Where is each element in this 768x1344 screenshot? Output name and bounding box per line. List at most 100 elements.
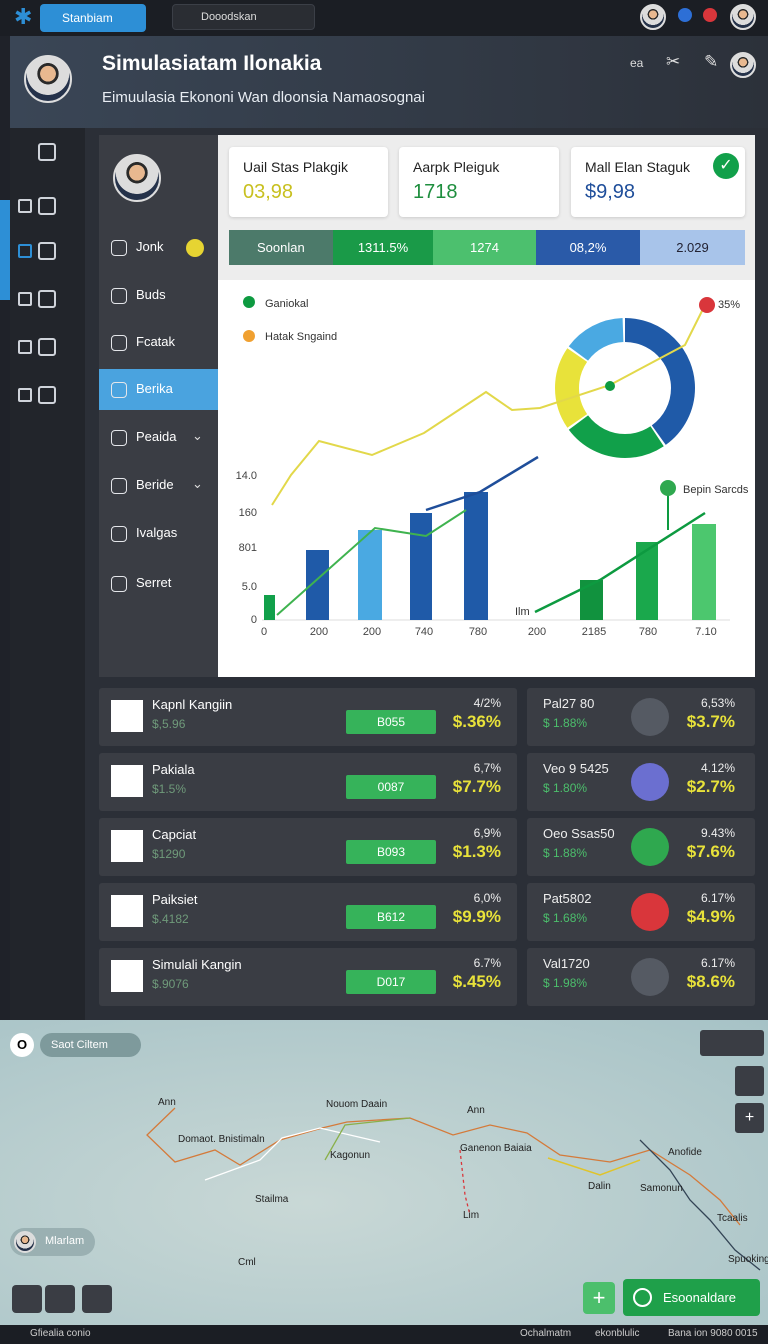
x-axis-label: 200 — [363, 626, 381, 638]
map-control[interactable] — [700, 1030, 764, 1056]
line — [534, 511, 706, 614]
header-icon[interactable]: ✂ — [666, 52, 681, 71]
rail-icon[interactable] — [18, 388, 32, 402]
callout-label: Bepin Sarcds — [683, 484, 749, 496]
status-dot[interactable] — [703, 8, 717, 22]
row-sub: $.4182 — [152, 912, 189, 926]
rail-icon[interactable] — [38, 386, 56, 404]
row-value: $1.3% — [452, 842, 501, 861]
row-icon — [111, 895, 143, 927]
rail-icon[interactable] — [38, 143, 56, 161]
row-sub: $ 1.98% — [543, 976, 588, 990]
rail-icon[interactable] — [38, 338, 56, 356]
row-action[interactable] — [631, 698, 669, 736]
header-icon[interactable]: ✎ — [704, 52, 719, 71]
page-title: Simulasiatam Ilonakia — [102, 52, 322, 75]
row-pct: 6.17% — [700, 891, 735, 905]
callout-label: Ilm — [515, 606, 530, 618]
row-action[interactable] — [631, 763, 669, 801]
rail-icon[interactable] — [18, 244, 32, 258]
map-control[interactable] — [735, 1066, 764, 1096]
menu-item[interactable]: Peaida — [136, 429, 177, 444]
route — [459, 1149, 471, 1216]
menu-item[interactable]: Serret — [136, 575, 172, 590]
map-tool[interactable] — [12, 1285, 42, 1313]
map-locator[interactable]: O — [10, 1033, 34, 1057]
rail-icon[interactable] — [18, 340, 32, 354]
x-axis-label: 7.10 — [695, 626, 716, 638]
map-search[interactable]: Saot Ciltem — [40, 1033, 141, 1057]
row-badge[interactable]: D017 — [346, 970, 436, 994]
row-sub: $ 1.88% — [543, 846, 588, 860]
row-sub: $ 1.68% — [543, 911, 588, 925]
map-place: Ann — [158, 1097, 176, 1108]
stat-value: 1718 — [413, 181, 458, 203]
row-icon — [111, 960, 143, 992]
menu-item[interactable]: Jonk — [136, 239, 164, 254]
row-action[interactable] — [631, 893, 669, 931]
row-value: $2.7% — [686, 777, 735, 796]
status-dot[interactable] — [678, 8, 692, 22]
row-value: $8.6% — [686, 972, 735, 991]
row-icon — [111, 830, 143, 862]
row-badge[interactable]: B093 — [346, 840, 436, 864]
x-axis-label: 2185 — [582, 626, 606, 638]
list-row: Pakiala $1.5% 0087 6,7% $7.7% — [99, 753, 517, 811]
rail-icon[interactable] — [38, 197, 56, 215]
menu-icon — [111, 478, 127, 494]
donut-segment — [555, 318, 695, 458]
menu-item[interactable]: Buds — [136, 287, 166, 302]
stat-card: Uail Stas Plakgik 03,98 — [229, 147, 388, 217]
y-axis-label: 801 — [239, 542, 257, 554]
row-badge[interactable]: B612 — [346, 905, 436, 929]
menu-icon — [111, 576, 127, 592]
route — [146, 1107, 741, 1226]
map-tool[interactable] — [82, 1285, 112, 1313]
progress-segment: 08,2% — [536, 230, 640, 265]
row-pct: 4.12% — [700, 761, 735, 775]
rail-icon[interactable] — [18, 199, 32, 213]
map-place: Stailma — [255, 1194, 289, 1205]
row-pct: 6,53% — [700, 696, 735, 710]
menu-emoji — [186, 239, 204, 257]
row-action[interactable] — [631, 828, 669, 866]
y-axis-label: 5.0 — [242, 581, 257, 593]
x-axis-label: 780 — [639, 626, 657, 638]
bars — [264, 492, 716, 620]
row-action[interactable] — [631, 958, 669, 996]
avatar — [14, 1231, 36, 1253]
row-badge[interactable]: 0087 — [346, 775, 436, 799]
donut — [555, 318, 695, 458]
bar — [358, 530, 382, 620]
list-row: Val1720 $ 1.98% 6.17% $8.6% — [527, 948, 755, 1006]
row-badge[interactable]: B055 — [346, 710, 436, 734]
row-name: Kapnl Kangiin — [152, 697, 233, 712]
status-text: Ochalmatm — [520, 1328, 572, 1339]
dropdown-button[interactable]: Stanbiam — [40, 4, 146, 32]
rail-icon[interactable] — [38, 290, 56, 308]
bar — [264, 595, 275, 620]
status-bar — [0, 1325, 768, 1344]
menu-item[interactable]: Ivalgas — [136, 525, 178, 540]
row-sub: $1.5% — [152, 782, 187, 796]
add-button[interactable]: + — [583, 1282, 615, 1314]
callout-dot — [699, 297, 715, 313]
menu-item[interactable]: Beride — [136, 477, 174, 492]
selector[interactable]: Dooodskan — [172, 4, 315, 30]
rail-accent — [0, 200, 10, 300]
menu-item[interactable]: Fcatak — [136, 334, 176, 349]
rail-icon[interactable] — [38, 242, 56, 260]
legend-label: Hatak Sngaind — [265, 331, 337, 343]
map-tool[interactable] — [45, 1285, 75, 1313]
dot — [605, 381, 615, 391]
list-row: Pat5802 $ 1.68% 6.17% $4.9% — [527, 883, 755, 941]
menu-item[interactable]: Berika — [136, 381, 173, 396]
rail-icon[interactable] — [18, 292, 32, 306]
map-control[interactable]: + — [735, 1103, 764, 1133]
donut-segment — [555, 318, 695, 458]
avatar — [640, 4, 666, 30]
x-axis-label: 200 — [310, 626, 328, 638]
legend-label: Ganiokal — [265, 298, 308, 310]
bar — [306, 550, 329, 620]
status-text: Bana ion 9080 0015 — [668, 1328, 758, 1339]
